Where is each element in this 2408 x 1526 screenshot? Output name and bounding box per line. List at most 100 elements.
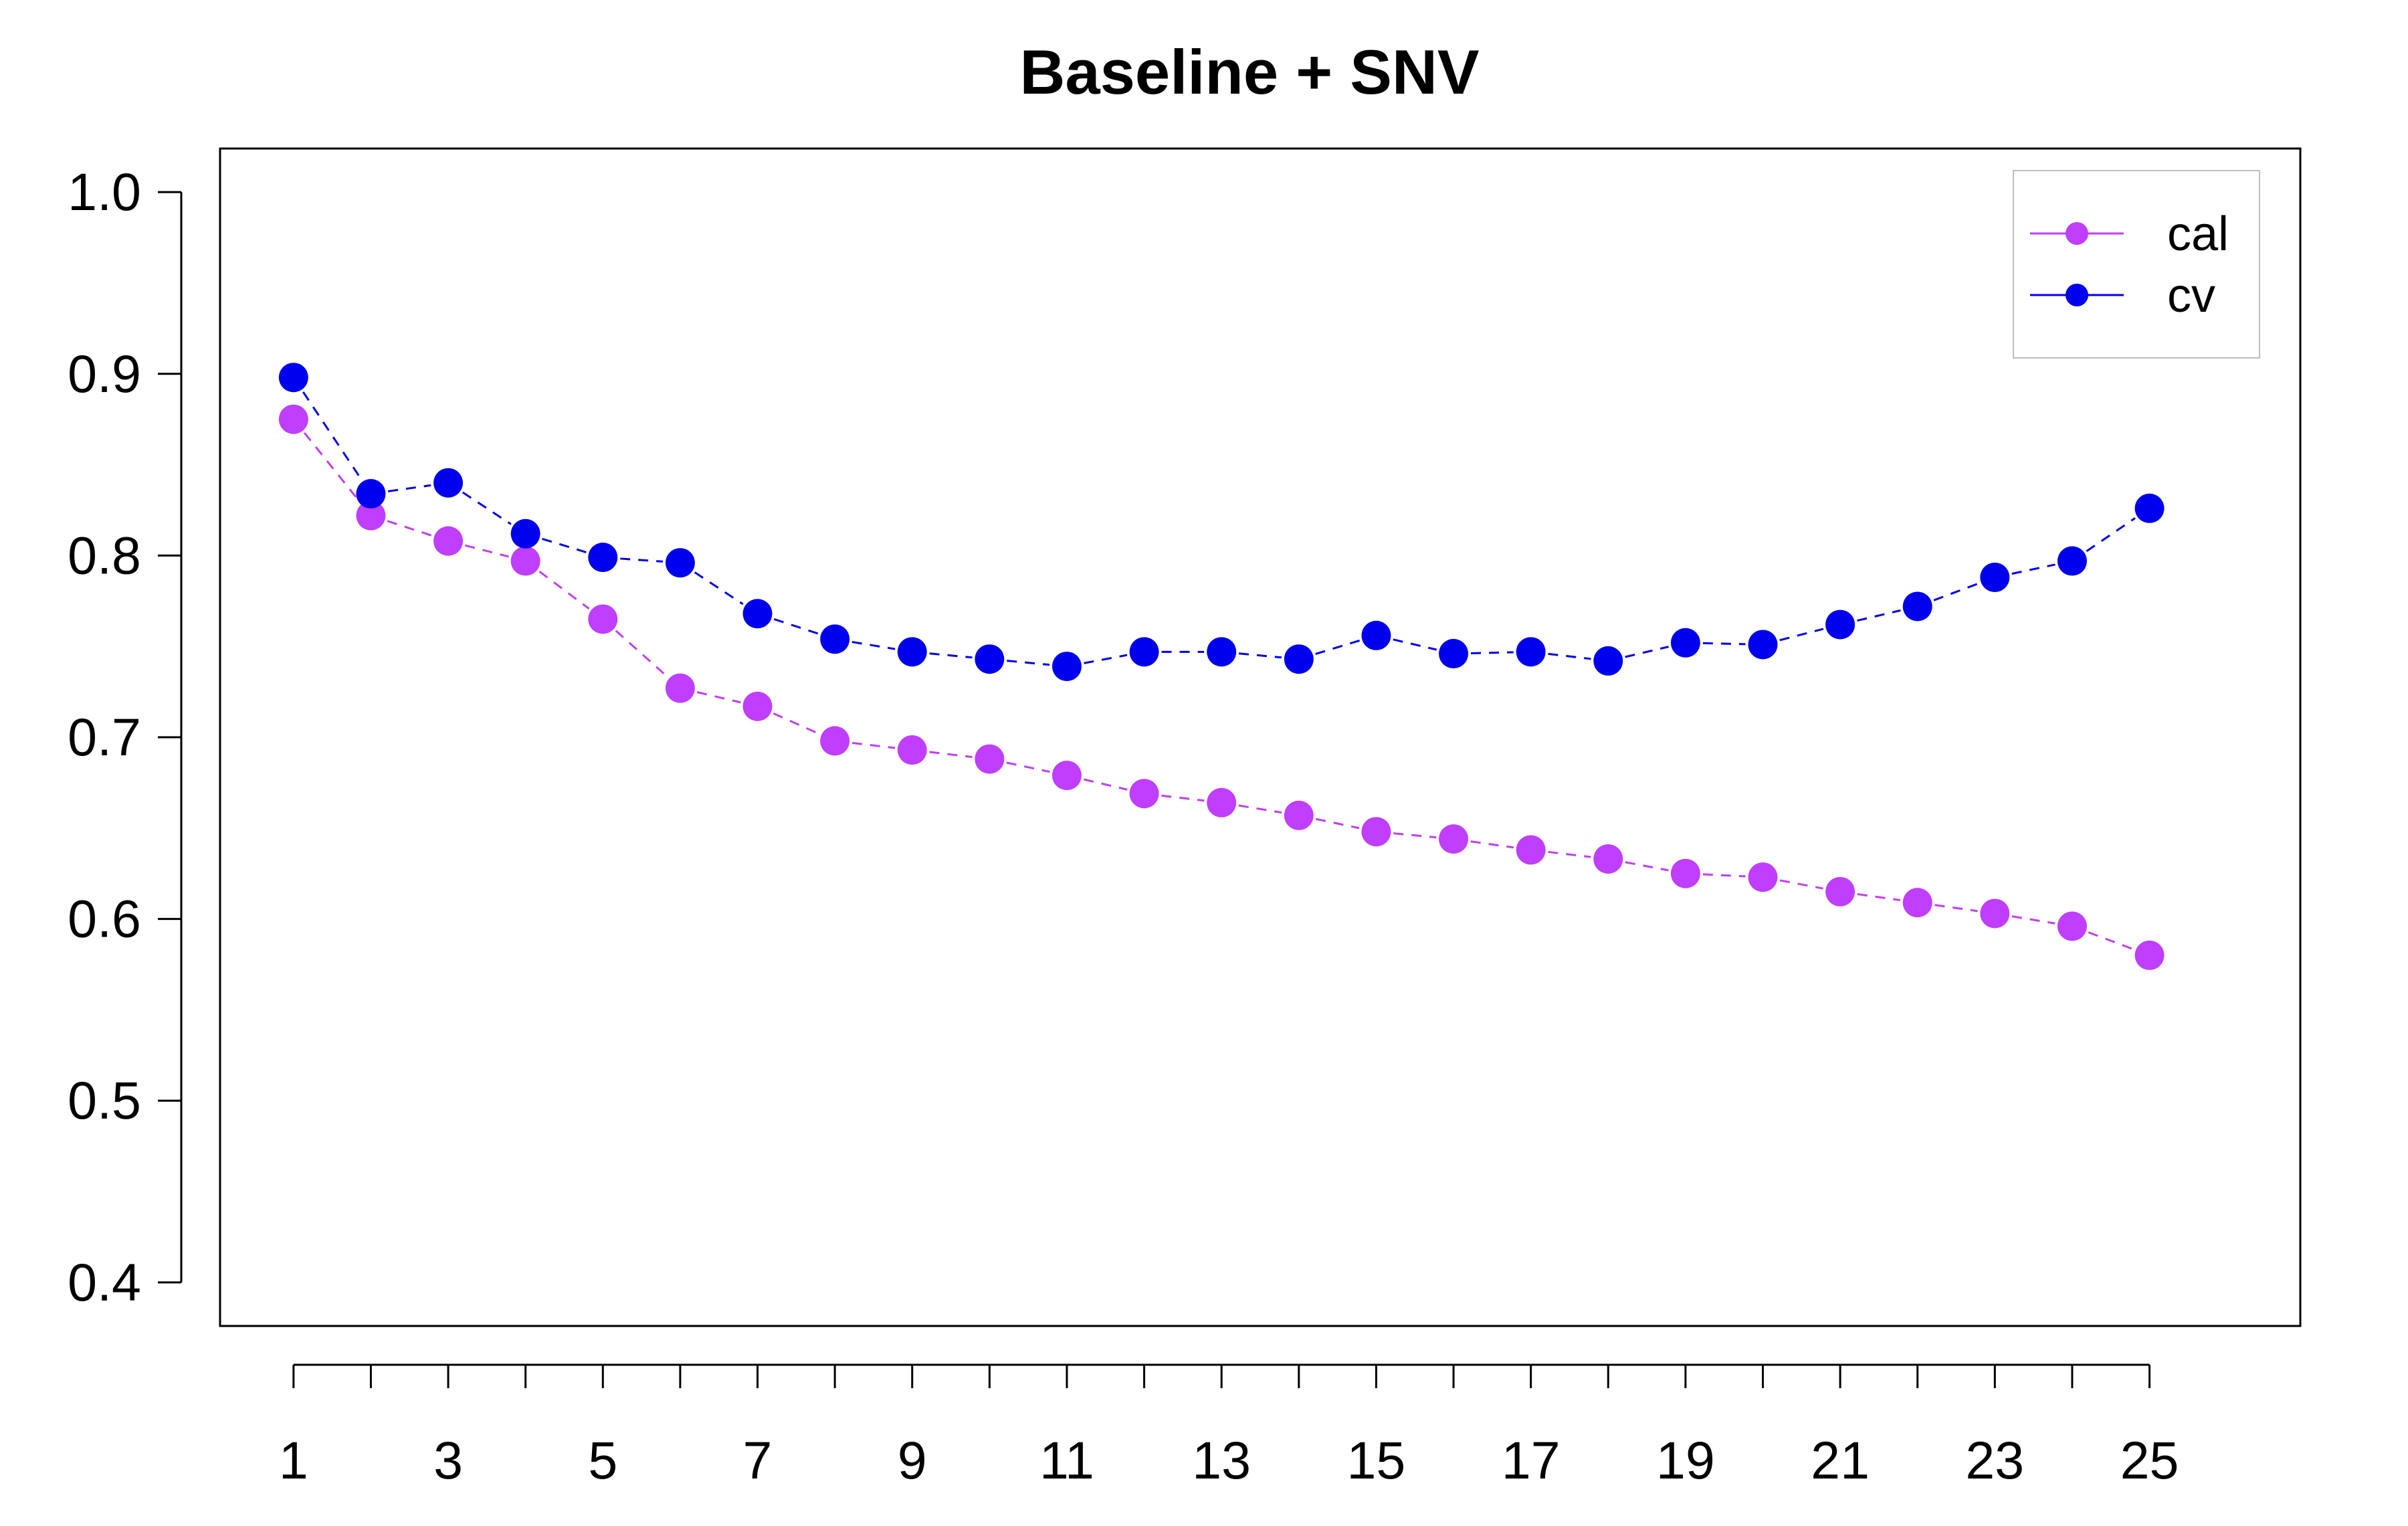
- y-tick-label: 0.9: [68, 344, 141, 403]
- series-cv-segment: [1857, 609, 1901, 622]
- y-axis: 0.4 0.5 0.6 0.7 0.8 0.9 1.0: [68, 162, 183, 1312]
- series-cal-segment: [1934, 904, 1978, 913]
- x-tick-label: 5: [588, 1430, 617, 1490]
- y-tick-label: 1.0: [68, 162, 141, 221]
- series-cal-point: [1361, 817, 1391, 847]
- x-tick-label: 13: [1192, 1430, 1251, 1490]
- series-cal-point: [665, 673, 695, 703]
- series-cal-segment: [2011, 915, 2055, 925]
- series-cv-point: [588, 543, 618, 573]
- series-cal-segment: [1006, 761, 1050, 773]
- series-cv-segment: [2086, 517, 2136, 553]
- series-cal-segment: [1393, 832, 1437, 839]
- series-cal-point: [897, 735, 927, 765]
- series-cal-point: [820, 726, 850, 756]
- series-cal-point: [1284, 800, 1314, 830]
- series-cal-point: [588, 604, 618, 634]
- x-tick-label: 23: [1965, 1430, 2024, 1490]
- series-cal-segment: [387, 520, 432, 537]
- y-tick-label: 0.8: [68, 525, 141, 585]
- series-cal-point: [1129, 779, 1159, 809]
- series-cal-segment: [1083, 778, 1128, 791]
- x-tick-label: 7: [743, 1430, 773, 1490]
- series-cv-point: [1439, 639, 1469, 669]
- series-cal-segment: [1779, 879, 1823, 890]
- series-cv-segment: [1933, 582, 1979, 601]
- x-tick-label: 21: [1811, 1430, 1870, 1490]
- series-cal-segment: [851, 741, 896, 749]
- x-tick-label: 17: [1502, 1430, 1561, 1490]
- series-cv-segment: [1315, 640, 1360, 656]
- series-cv-segment: [1702, 642, 1746, 646]
- series-cal-point: [2134, 940, 2165, 970]
- series-cv-point: [1361, 620, 1391, 650]
- series-cv: [278, 363, 2165, 682]
- series-cal-segment: [1315, 818, 1360, 830]
- series-cv-segment: [1238, 652, 1282, 659]
- legend-item-cal: cal: [2030, 207, 2229, 261]
- series-cv-point: [356, 479, 386, 509]
- series-cv-segment: [1470, 651, 1514, 654]
- legend-label: cv: [2167, 269, 2215, 322]
- series-cal-point: [1207, 787, 1237, 818]
- series-cal-point: [1516, 835, 1546, 865]
- series-cv-segment: [694, 571, 744, 605]
- series-cal-segment: [303, 432, 361, 503]
- series-cv-segment: [542, 537, 587, 553]
- series-cal-point: [2057, 911, 2087, 941]
- legend-box: [2013, 170, 2260, 359]
- series-layer: [278, 363, 2165, 970]
- series-cal-segment: [464, 544, 509, 558]
- legend: cal cv: [2013, 170, 2260, 359]
- series-cv-point: [1284, 644, 1314, 674]
- x-tick-label: 25: [2120, 1430, 2179, 1490]
- series-cv-point: [1825, 609, 1855, 640]
- series-cal-point: [1593, 844, 1623, 874]
- series-cv-segment: [1007, 660, 1050, 666]
- series-cv-segment: [1393, 638, 1437, 651]
- chart-title: Baseline + SNV: [1019, 37, 1479, 107]
- legend-swatch-point: [2066, 222, 2088, 245]
- series-cal-point: [1748, 862, 1778, 892]
- series-cv-point: [1670, 628, 1700, 658]
- series-cal-point: [1670, 858, 1700, 888]
- series-cv-point: [897, 637, 927, 667]
- series-cv-segment: [773, 618, 819, 635]
- x-tick-label: 9: [898, 1430, 927, 1490]
- series-cal-segment: [1238, 804, 1282, 814]
- series-cal-segment: [1857, 893, 1901, 902]
- series-cv-segment: [851, 641, 896, 650]
- series-cal-segment: [1161, 794, 1205, 802]
- x-tick-label: 1: [279, 1430, 308, 1490]
- series-cal-point: [742, 691, 773, 721]
- series-cv-segment: [1779, 628, 1824, 642]
- y-tick-label: 0.4: [68, 1252, 141, 1312]
- series-cal-segment: [2088, 931, 2134, 951]
- series-cv-segment: [387, 484, 431, 492]
- series-cv-point: [278, 363, 308, 393]
- x-axis: 1 3 5 7 9 11 13 15 17 19 21 23 25: [279, 1363, 2179, 1490]
- series-cv-point: [1980, 562, 2010, 592]
- legend-label: cal: [2167, 207, 2229, 261]
- series-cal-point: [1051, 761, 1082, 791]
- series-cal-segment: [615, 630, 668, 678]
- series-cal-segment: [1625, 861, 1669, 872]
- series-cv-point: [742, 599, 773, 629]
- series-cal-segment: [1470, 840, 1514, 849]
- series-cv-point: [1129, 637, 1159, 667]
- series-cal-point: [975, 744, 1005, 774]
- series-cal-point: [1902, 888, 1932, 918]
- series-cv-point: [510, 518, 540, 549]
- series-cal-point: [1825, 876, 1855, 907]
- series-cal-segment: [1548, 850, 1591, 858]
- series-cv-point: [1051, 652, 1082, 682]
- series-cv-point: [1207, 637, 1237, 667]
- series-cv-point: [975, 644, 1005, 674]
- series-cv-point: [1593, 646, 1623, 676]
- y-tick-label: 0.7: [68, 707, 141, 767]
- series-cv-point: [2057, 546, 2087, 576]
- series-cv-segment: [2011, 563, 2055, 575]
